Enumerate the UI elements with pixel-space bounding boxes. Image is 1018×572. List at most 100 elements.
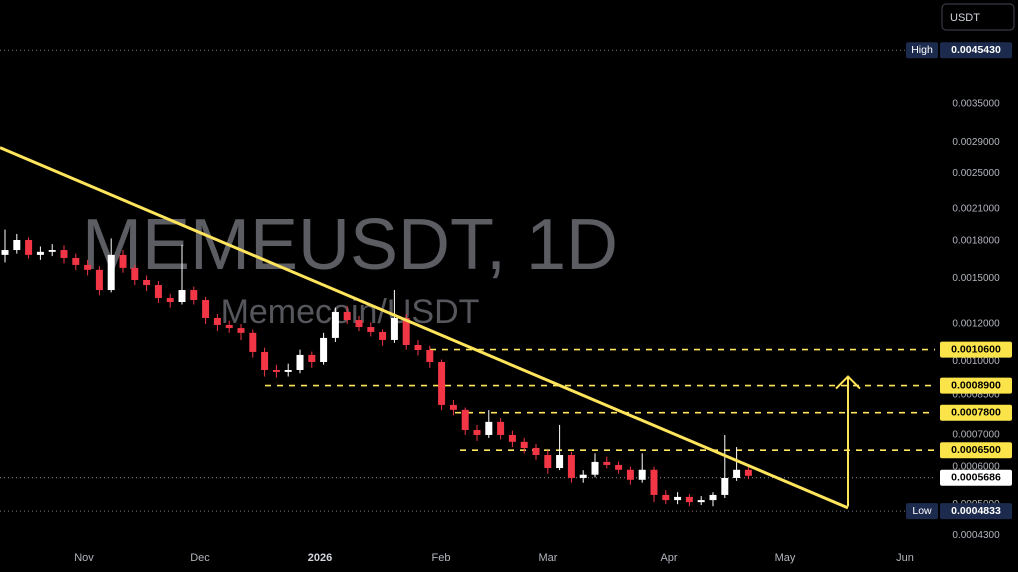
watermark-title: MEMEUSDT, 1D (82, 205, 618, 285)
y-tick-label: 0.0035000 (952, 99, 1000, 110)
high-name: High (911, 44, 933, 56)
trendline (0, 146, 849, 510)
candle-body (237, 328, 245, 333)
candle-body (119, 254, 127, 268)
candle-body (154, 285, 162, 299)
candle-body (48, 250, 56, 252)
candle-body (131, 267, 139, 280)
level-label: 0.0008900 (951, 379, 1001, 391)
candle-body (355, 320, 363, 328)
x-tick-label: 2026 (308, 552, 332, 564)
candle-body (178, 290, 186, 303)
current-price-label-bg (940, 469, 1012, 486)
candle-body (685, 496, 693, 503)
candle-body (1, 250, 9, 255)
level-label-bg (940, 341, 1012, 358)
candle-body (414, 345, 422, 350)
high-label: 0.0045430 (951, 44, 1001, 56)
candle-body (25, 240, 33, 255)
currency-button[interactable] (941, 3, 1015, 31)
candle-body (438, 362, 446, 405)
current-price-label: 0.0005686 (951, 472, 1001, 484)
y-tick-label: 0.0029000 (952, 137, 1000, 148)
high-name-bg (906, 42, 938, 59)
x-tick-label: May (775, 552, 796, 564)
high-label-bg (940, 42, 1012, 59)
x-tick-label: Dec (190, 552, 210, 564)
x-tick-label: Mar (539, 552, 558, 564)
candle-body (638, 469, 646, 480)
candle-body (84, 264, 92, 270)
low-name-bg (906, 503, 938, 520)
candle-body (272, 369, 280, 372)
y-tick-label: 0.0007000 (952, 430, 1000, 441)
candle-body (166, 298, 174, 303)
candle-body (13, 240, 21, 251)
candle-body (60, 250, 68, 258)
x-tick-label: Feb (432, 552, 451, 564)
y-tick-label: 0.0021000 (952, 204, 1000, 215)
candle-body (190, 290, 198, 301)
candle-body (744, 469, 752, 476)
candle-body (520, 441, 528, 449)
candle-body (733, 469, 741, 478)
candle-body (497, 421, 505, 435)
x-tick-label: Apr (660, 552, 677, 564)
candle-body (296, 354, 304, 370)
candle-body (308, 354, 316, 363)
candle-body (674, 496, 682, 501)
candle-body (36, 251, 44, 255)
candle-body (461, 409, 469, 431)
candle-body (709, 494, 717, 501)
candle-body (367, 327, 375, 332)
candle-body (284, 369, 292, 372)
y-tick-label: 0.0008500 (952, 390, 1000, 401)
candle-body (697, 500, 705, 503)
x-tick-label: Nov (74, 552, 94, 564)
candle-body (449, 404, 457, 410)
candle-body (532, 448, 540, 456)
y-tick-label: 0.0012000 (952, 319, 1000, 330)
candle-body (343, 311, 351, 321)
level-label: 0.0006500 (951, 444, 1001, 456)
level-label-bg (940, 377, 1012, 394)
low-label-bg (940, 503, 1012, 520)
candle-body (72, 257, 80, 265)
arrow-head (835, 375, 861, 390)
y-tick-label: 0.0015000 (952, 273, 1000, 284)
y-tick-label: 0.0018000 (952, 235, 1000, 246)
candle-body (107, 254, 115, 291)
candle-body (390, 318, 398, 340)
low-label: 0.0004833 (951, 505, 1001, 517)
candle-body (650, 469, 658, 495)
candle-body (662, 494, 670, 501)
candle-body (261, 351, 269, 370)
candle-body (591, 461, 599, 475)
candle-body (379, 331, 387, 340)
level-label: 0.0007800 (951, 406, 1001, 418)
x-tick-label: Jun (896, 552, 914, 564)
level-label-bg (940, 442, 1012, 459)
candle-body (721, 477, 729, 495)
candle-body (225, 324, 233, 329)
candle-body (626, 469, 634, 480)
candle-body (615, 464, 623, 470)
candle-body (143, 279, 151, 286)
candle-body (213, 318, 221, 325)
low-name: Low (912, 505, 932, 517)
candle-body (579, 474, 587, 478)
candle-body (485, 421, 493, 435)
candle-body (556, 455, 564, 469)
candle-body (508, 434, 516, 442)
candle-body (567, 455, 575, 478)
currency-label: USDT (950, 12, 980, 24)
candle-body (202, 300, 210, 319)
level-label-bg (940, 404, 1012, 421)
candle-body (402, 318, 410, 346)
candle-body (95, 269, 103, 291)
y-tick-label: 0.0006000 (952, 461, 1000, 472)
candle-body (320, 337, 328, 363)
y-tick-label: 0.0010000 (952, 356, 1000, 367)
